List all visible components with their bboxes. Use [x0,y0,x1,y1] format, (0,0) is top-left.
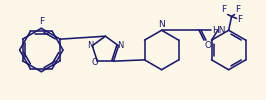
Text: O: O [92,58,98,67]
Text: N: N [158,20,165,29]
Text: N: N [117,41,123,50]
Text: F: F [39,17,44,26]
Text: O: O [205,41,212,50]
Text: HN: HN [212,26,225,35]
Text: F: F [222,4,227,14]
Text: F: F [236,4,241,14]
Text: N: N [88,41,94,50]
Text: F: F [238,15,243,24]
